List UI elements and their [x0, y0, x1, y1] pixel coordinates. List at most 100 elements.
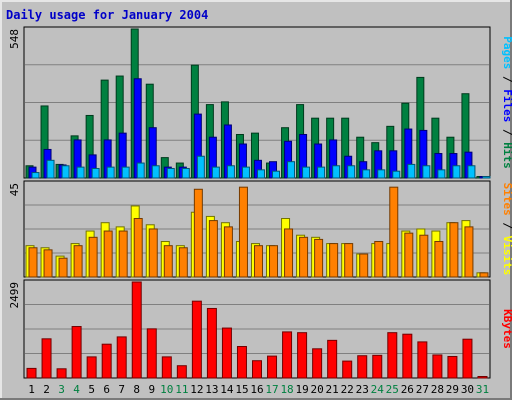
- x-tick-day-22: 22: [341, 383, 354, 396]
- x-tick-day-10: 10: [160, 383, 173, 396]
- bar-pages-day-21: [332, 165, 341, 179]
- bar-kbytes-day-9: [146, 328, 157, 379]
- bar-sites-day-29: [449, 222, 459, 278]
- bar-kbytes-day-6: [101, 343, 112, 379]
- bar-kbytes-day-4: [71, 326, 82, 379]
- bar-kbytes-day-20: [312, 348, 323, 379]
- x-tick-day-5: 5: [88, 383, 95, 396]
- bar-sites-day-16: [253, 245, 263, 278]
- bar-pages-day-31: [482, 176, 491, 179]
- bar-pages-day-15: [241, 166, 250, 179]
- bar-kbytes-day-17: [267, 355, 278, 379]
- x-tick-day-24: 24: [371, 383, 385, 396]
- panel-sites-visits: 45 Sites / Visits: [8, 180, 512, 278]
- bar-kbytes-day-16: [252, 360, 262, 379]
- x-tick-day-3: 3: [58, 383, 65, 396]
- y-axis-max-label: 2499: [8, 282, 21, 309]
- legend-part: /: [501, 69, 512, 89]
- frame-left-edge: [0, 0, 2, 400]
- bar-sites-day-19: [299, 236, 309, 278]
- x-tick-day-23: 23: [356, 383, 369, 396]
- bar-pages-day-18: [287, 161, 296, 179]
- bar-sites-day-1: [28, 247, 38, 278]
- bar-sites-day-22: [344, 243, 354, 278]
- x-tick-day-2: 2: [43, 383, 50, 396]
- bar-kbytes-day-22: [342, 360, 353, 379]
- bar-kbytes-day-19: [297, 332, 308, 379]
- legend-part: /: [501, 216, 512, 236]
- bar-sites-day-30: [464, 226, 474, 278]
- bar-kbytes-day-23: [357, 355, 368, 379]
- bar-kbytes-day-2: [41, 338, 52, 379]
- legend-part: Sites: [501, 183, 512, 216]
- x-tick-day-27: 27: [416, 383, 429, 396]
- bar-kbytes-day-28: [432, 354, 443, 379]
- y-axis-max-label: 548: [8, 29, 21, 49]
- bar-sites-day-20: [314, 238, 324, 278]
- legend-part: Hits: [501, 142, 512, 169]
- panel-kbytes: 2499 KBytes: [8, 279, 512, 379]
- frame-top-edge: [0, 0, 512, 2]
- bar-sites-day-23: [359, 253, 369, 278]
- bar-pages-day-20: [317, 166, 326, 179]
- bar-kbytes-day-3: [56, 368, 67, 379]
- bar-pages-day-2: [46, 159, 55, 179]
- bar-kbytes-day-25: [387, 332, 398, 379]
- legend-part: /: [501, 122, 512, 142]
- bar-kbytes-day-26: [402, 333, 413, 379]
- x-tick-day-8: 8: [133, 383, 140, 396]
- x-tick-day-11: 11: [175, 383, 188, 396]
- x-tick-day-19: 19: [295, 383, 308, 396]
- bar-kbytes-day-18: [282, 331, 293, 379]
- x-tick-day-16: 16: [250, 383, 263, 396]
- x-tick-day-18: 18: [280, 383, 293, 396]
- x-tick-day-7: 7: [118, 383, 125, 396]
- bar-kbytes-day-8: [131, 281, 142, 379]
- bar-kbytes-day-31: [477, 376, 488, 379]
- frame-bottom-edge: [0, 398, 512, 400]
- bar-kbytes-day-21: [327, 339, 338, 379]
- panel-pages-files-hits: 548 Pages / Files / Hits: [8, 26, 512, 179]
- bar-sites-day-4: [73, 245, 83, 278]
- bar-pages-day-1: [31, 172, 40, 179]
- x-tick-day-25: 25: [386, 383, 399, 396]
- bar-pages-day-14: [226, 165, 235, 179]
- x-tick-day-29: 29: [446, 383, 459, 396]
- bar-pages-day-19: [302, 166, 311, 179]
- bar-sites-day-31: [479, 272, 489, 278]
- right-legend-kbytes: KBytes: [501, 309, 512, 349]
- bar-pages-day-12: [196, 155, 205, 179]
- bar-pages-day-29: [452, 165, 461, 179]
- bar-pages-day-9: [151, 165, 160, 179]
- x-tick-day-21: 21: [326, 383, 339, 396]
- x-tick-day-28: 28: [431, 383, 444, 396]
- bar-pages-day-22: [347, 165, 356, 179]
- x-tick-day-12: 12: [190, 383, 203, 396]
- bar-sites-day-7: [118, 230, 128, 278]
- bar-sites-day-10: [163, 245, 173, 278]
- bar-pages-day-3: [61, 165, 70, 179]
- right-legend-sites-visits: Sites / Visits: [501, 183, 512, 276]
- x-tick-day-6: 6: [103, 383, 110, 396]
- bar-sites-day-13: [208, 220, 218, 278]
- bar-kbytes-day-14: [221, 327, 232, 379]
- legend-part: KBytes: [501, 309, 512, 349]
- bar-kbytes-day-12: [191, 300, 202, 379]
- x-tick-day-31: 31: [476, 383, 489, 396]
- bar-pages-day-5: [91, 167, 100, 179]
- x-tick-day-9: 9: [148, 383, 155, 396]
- x-tick-day-1: 1: [28, 383, 35, 396]
- bar-kbytes-day-30: [462, 338, 473, 379]
- x-tick-day-26: 26: [401, 383, 414, 396]
- bar-kbytes-day-10: [161, 356, 172, 379]
- bar-pages-day-7: [121, 166, 130, 179]
- bar-pages-day-6: [106, 166, 115, 179]
- bar-kbytes-day-15: [236, 345, 247, 379]
- bar-sites-day-6: [103, 230, 113, 278]
- bar-sites-day-21: [329, 243, 339, 278]
- bar-pages-day-10: [166, 167, 175, 179]
- bar-sites-day-27: [419, 234, 429, 278]
- bar-pages-day-28: [437, 169, 446, 179]
